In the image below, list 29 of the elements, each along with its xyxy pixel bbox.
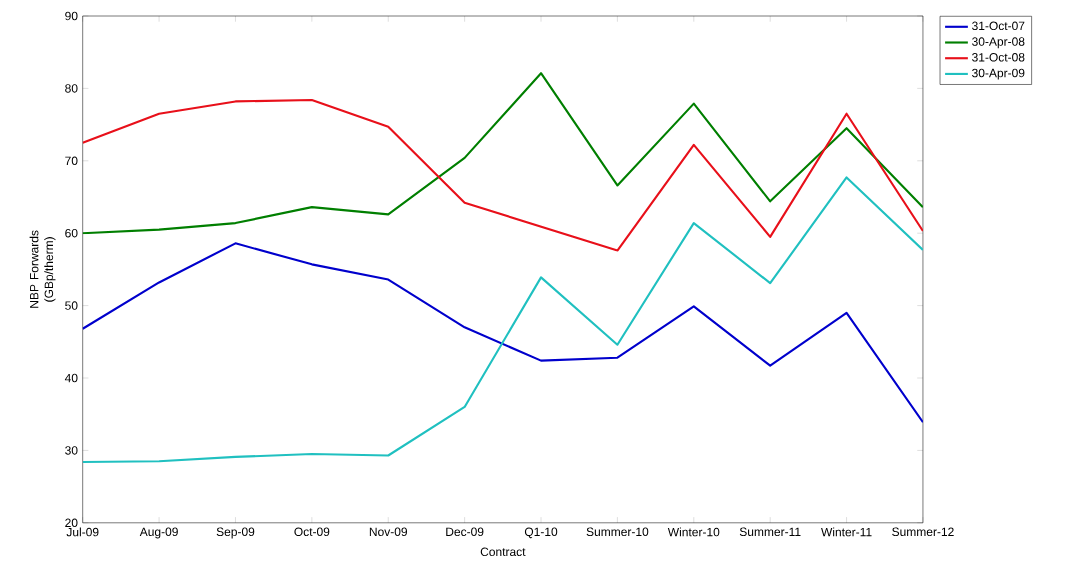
legend-label: 30-Apr-08 [972, 37, 1025, 49]
y-tick-label: 20 [65, 518, 78, 527]
line-series [82, 72, 923, 235]
legend-label: 31-Oct-08 [972, 52, 1025, 62]
x-tick-label: Summer-11 [739, 527, 801, 536]
x-tick-label: Sep-09 [216, 527, 255, 539]
x-tick-label: Jul-09 [66, 527, 99, 537]
x-tick-label: Oct-09 [294, 527, 330, 536]
y-tick-label: 40 [64, 373, 78, 383]
line-series [82, 176, 923, 463]
x-tick-label: Summer-12 [892, 527, 954, 536]
y-tick-label: 30 [65, 446, 78, 455]
legend-label: 31-Oct-07 [972, 21, 1025, 31]
y-tick-label: 90 [65, 11, 78, 21]
x-tick-label: Winter-10 [667, 527, 720, 537]
line-series [82, 242, 923, 424]
x-tick-label: Summer-10 [586, 527, 649, 536]
y-tick-label: 60 [65, 228, 78, 238]
y-tick-label: 50 [65, 301, 78, 310]
x-tick-label: Dec-09 [446, 527, 484, 536]
x-axis-title: Contract [480, 547, 526, 556]
x-tick-label: Nov-09 [369, 527, 408, 536]
y-tick-label: 80 [65, 84, 78, 93]
y-tick-label: 70 [65, 156, 78, 165]
x-tick-label: Aug-09 [139, 527, 178, 539]
x-tick-label: Q1-10 [524, 527, 558, 539]
y-axis-title: NBP Forwards (GBp/therm) [29, 230, 56, 308]
x-tick-label: Winter-11 [821, 527, 872, 537]
legend-label: 30-Apr-09 [972, 68, 1025, 80]
